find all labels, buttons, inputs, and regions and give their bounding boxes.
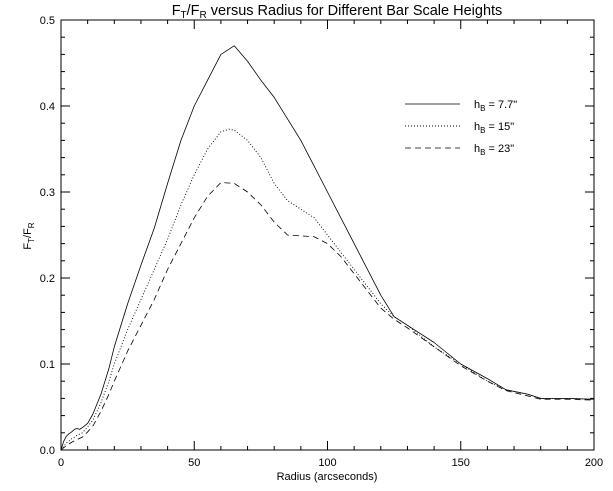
x-tick-label: 200 [585, 457, 603, 469]
legend-entry-2: hB = 15" [405, 121, 514, 135]
y-tick-label: 0.1 [40, 359, 55, 371]
legend-label-3: hB = 23" [474, 143, 514, 157]
x-tick-label: 50 [188, 457, 200, 469]
x-axis-label: Radius (arcseconds) [277, 471, 378, 483]
series-layer [60, 45, 595, 451]
y-tick-label: 0.2 [40, 273, 55, 285]
x-tick-label: 0 [58, 457, 64, 469]
legend: hB = 7.7" hB = 15" hB = 23" [405, 99, 517, 157]
series-line-solid [60, 45, 595, 451]
y-tick-label: 0.4 [40, 101, 55, 113]
legend-label-1: hB = 7.7" [474, 99, 517, 113]
series-line-dotted [60, 128, 595, 451]
y-tick-label: 0.5 [40, 15, 55, 27]
axis-ticks: 0 50 100 150 200 0.0 0.1 0.2 0.3 0.4 0.5 [40, 15, 603, 469]
x-tick-label: 150 [452, 457, 470, 469]
chart-title: FT/FR versus Radius for Different Bar Sc… [172, 3, 503, 21]
legend-entry-3: hB = 23" [405, 143, 514, 157]
y-axis-label: FT/FR [22, 222, 36, 249]
legend-label-2: hB = 15" [474, 121, 514, 135]
x-tick-label: 100 [318, 457, 336, 469]
series-line-dashed [60, 182, 595, 451]
y-tick-label: 0.3 [40, 187, 55, 199]
legend-entry-1: hB = 7.7" [405, 99, 517, 113]
y-tick-label: 0.0 [40, 445, 55, 457]
plot-frame [60, 19, 595, 451]
